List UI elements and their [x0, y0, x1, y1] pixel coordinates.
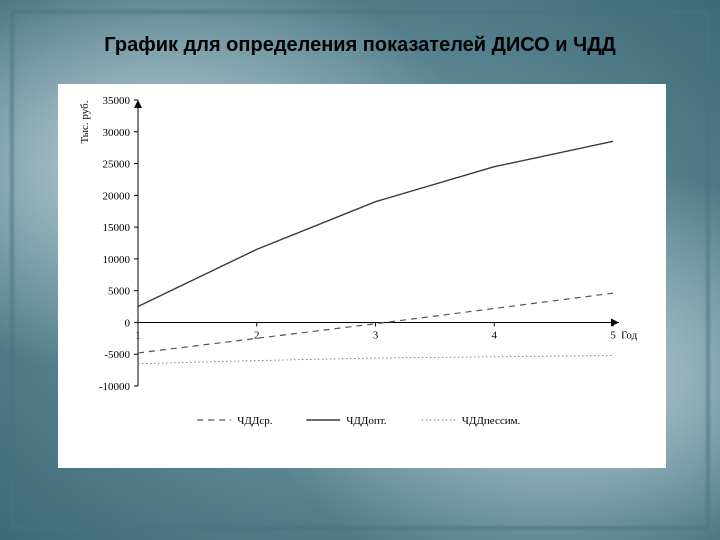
legend-label-opt: ЧДДопт.: [346, 415, 387, 427]
legend-label-sr: ЧДДср.: [237, 415, 273, 427]
x-tick-label: 5: [610, 329, 616, 341]
y-tick-label: -10000: [99, 381, 131, 393]
y-tick-label: 25000: [103, 159, 131, 171]
legend-label-pess: ЧДДпессим.: [462, 415, 521, 427]
y-axis-arrow: [134, 100, 142, 108]
x-tick-label: 1: [135, 329, 141, 341]
y-tick-label: 10000: [103, 254, 131, 266]
y-tick-label: 30000: [103, 127, 131, 139]
x-axis-arrow: [611, 318, 619, 326]
y-tick-label: -5000: [104, 349, 130, 361]
y-tick-label: 5000: [108, 286, 131, 298]
y-tick-label: 20000: [103, 190, 131, 202]
y-tick-label: 35000: [103, 95, 131, 107]
series-opt: [138, 141, 613, 306]
slide-title: График для определения показателей ДИСО …: [40, 34, 680, 57]
y-tick-label: 0: [125, 317, 131, 329]
x-tick-label: 2: [254, 329, 260, 341]
y-axis-label: Тыс. руб.: [79, 100, 91, 143]
chart-panel: -10000 -5000 0 5000 10000 15000 20000 25000 3000…: [58, 84, 666, 468]
y-tick-label: 15000: [103, 222, 131, 234]
chart-svg: -10000 -5000 0 5000 10000 15000 20000 25000 3000…: [58, 84, 666, 468]
x-tick-label: 3: [373, 329, 379, 341]
x-tick-label: 4: [492, 329, 498, 341]
x-axis-label: Год: [621, 329, 638, 341]
slide-background: График для определения показателей ДИСО …: [0, 0, 720, 540]
series-pess: [138, 355, 613, 363]
